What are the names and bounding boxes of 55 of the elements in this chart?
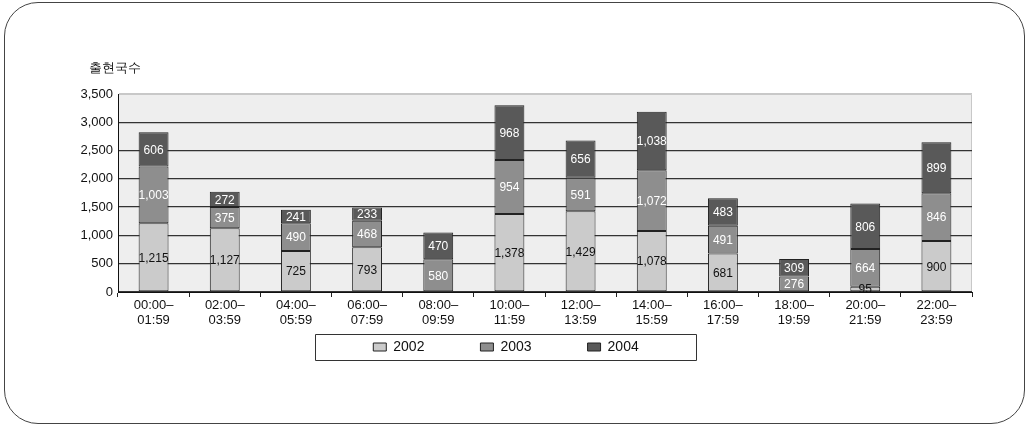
legend-label: 2003 [500, 337, 532, 354]
data-label: 491 [712, 232, 734, 247]
y-tick-label: 500 [91, 255, 113, 271]
y-tick-label: 0 [105, 283, 113, 299]
x-tick-label: 20:00–21:59 [845, 297, 886, 327]
data-label: 793 [357, 262, 378, 277]
legend-label: 2002 [393, 337, 425, 354]
data-label: 580 [428, 268, 449, 283]
data-label: 968 [499, 126, 520, 141]
data-label: 806 [855, 219, 876, 234]
x-tick-label: 10:00–11:59 [489, 297, 531, 327]
x-tick-label: 14:00–15:59 [631, 297, 673, 327]
data-label: 681 [712, 265, 734, 280]
x-tick-label: 12:00–13:59 [560, 297, 602, 327]
x-tick-label: 04:00–05:59 [276, 297, 317, 327]
data-label: 846 [926, 210, 947, 225]
x-tick-label: 06:00–07:59 [347, 297, 388, 327]
x-tick-label: 08:00–09:59 [418, 297, 459, 327]
data-label: 899 [926, 161, 947, 176]
data-label: 309 [784, 260, 805, 275]
x-tick-label: 22:00–23:59 [916, 297, 958, 327]
data-label: 375 [214, 210, 236, 225]
data-label: 483 [712, 205, 734, 220]
data-label: 954 [499, 180, 520, 195]
y-tick-label: 1,500 [80, 198, 113, 214]
data-label: 470 [428, 239, 449, 254]
data-label: 276 [784, 277, 805, 292]
data-label: 1,215 [138, 250, 169, 265]
data-label: 656 [570, 152, 591, 167]
data-label: 725 [285, 264, 307, 279]
data-label: 1,038 [636, 134, 668, 149]
y-tick-label: 3,000 [80, 113, 113, 129]
y-axis-title: 출현국수 [89, 60, 141, 75]
data-label: 591 [570, 187, 591, 202]
legend-label: 2004 [607, 337, 639, 354]
y-tick-label: 3,500 [80, 85, 113, 101]
data-label: 1,378 [494, 246, 525, 261]
data-label: 664 [855, 261, 876, 276]
data-label: 606 [143, 142, 164, 157]
x-tick-label: 16:00–17:59 [703, 297, 744, 327]
data-label: 468 [357, 227, 378, 242]
data-label: 900 [926, 259, 947, 274]
y-tick-label: 2,500 [80, 142, 113, 158]
y-tick-label: 1,000 [80, 227, 113, 243]
x-tick-label: 00:00–01:59 [133, 297, 175, 327]
data-label: 1,003 [138, 188, 169, 203]
x-tick-label: 02:00–03:59 [204, 297, 246, 327]
x-tick-label: 18:00–19:59 [774, 297, 815, 327]
data-label: 233 [357, 207, 378, 222]
data-label: 1,072 [636, 194, 668, 209]
data-label: 272 [214, 192, 236, 207]
data-label: 241 [285, 209, 307, 224]
data-label: 1,429 [565, 244, 596, 259]
y-tick-label: 2,000 [80, 170, 113, 186]
data-label: 490 [285, 230, 307, 245]
